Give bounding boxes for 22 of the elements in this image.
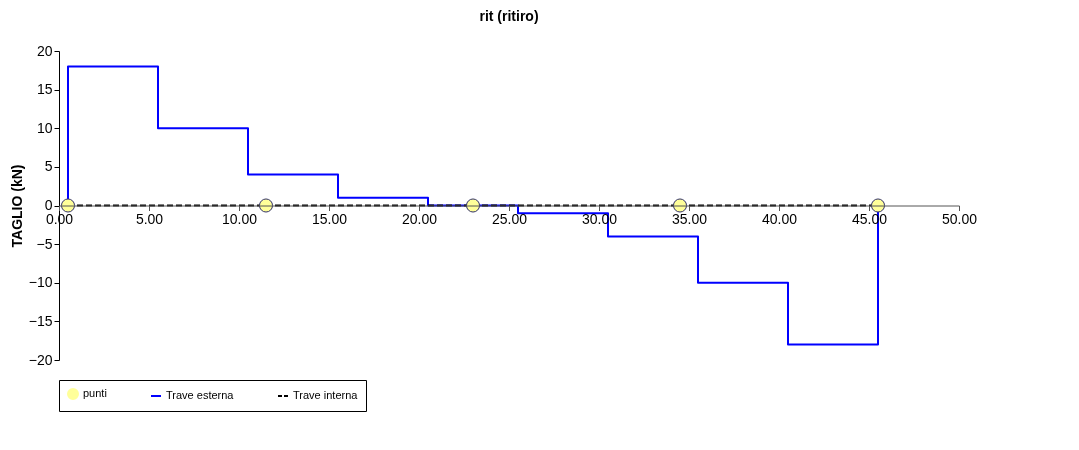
x-tick-label: 50.00 — [941, 211, 978, 227]
x-tick-label: 10.00 — [221, 211, 258, 227]
x-tick-label: 25.00 — [491, 211, 528, 227]
y-tick-label: −10 — [28, 274, 53, 291]
y-tick-label: 10 — [36, 119, 53, 136]
legend-label: Trave esterna — [166, 389, 235, 401]
y-tick-label: 5 — [44, 158, 53, 175]
x-tick-label: 35.00 — [671, 211, 708, 227]
y-tick-label: 15 — [36, 81, 53, 98]
chart-title: rit (ritiro) — [479, 8, 539, 24]
x-tick-label: 15.00 — [311, 211, 348, 227]
y-tick-label: 20 — [36, 42, 53, 59]
x-tick-label: 5.00 — [135, 211, 164, 227]
y-axis-title: TAGLIO (kN) — [8, 164, 25, 248]
y-tick-label: −5 — [36, 235, 53, 252]
y-tick-label: 0 — [44, 197, 53, 213]
y-tick-label: −20 — [28, 351, 53, 368]
y-tick-label: −15 — [28, 312, 53, 329]
legend-label: punti — [83, 387, 107, 399]
x-tick-label: 40.00 — [761, 211, 798, 227]
legend-label: Trave interna — [293, 389, 359, 401]
x-tick-label: 20.00 — [401, 211, 438, 227]
